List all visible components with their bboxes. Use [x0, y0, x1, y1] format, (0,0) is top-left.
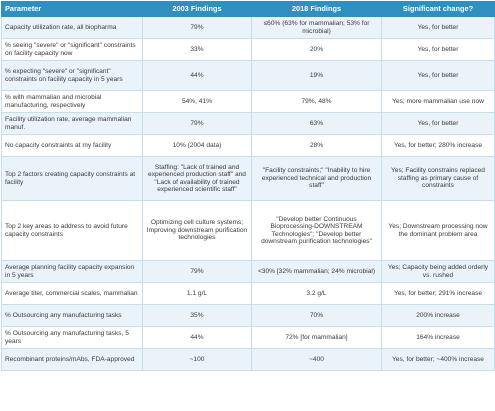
cell-change: Yes, for better: [381, 60, 495, 91]
header-parameter: Parameter: [1, 1, 143, 17]
cell-parameter: Capacity utilization rate, all biopharma: [1, 16, 143, 39]
cell-parameter: % seeing "severe" or "significant" const…: [1, 38, 143, 61]
table-row: Average titer, commercial scales, mammal…: [1, 282, 495, 305]
cell-parameter: Top 2 key areas to address to avoid futu…: [1, 200, 143, 261]
cell-2018: 28%: [251, 134, 382, 157]
cell-2003: 35%: [142, 304, 252, 327]
header-2018-findings: 2018 Findings: [251, 1, 382, 17]
cell-change: Yes, for better; 291% increase: [381, 282, 495, 305]
cell-2003: 54%, 41%: [142, 90, 252, 113]
table-row: % expecting "severe" or "significant" co…: [1, 60, 495, 91]
table-row: Facility utilization rate, average mamma…: [1, 112, 495, 135]
table-row: Capacity utilization rate, all biopharma…: [1, 16, 495, 39]
cell-parameter: % Outsourcing any manufacturing tasks, 5…: [1, 326, 143, 349]
cell-2003: 44%: [142, 326, 252, 349]
cell-parameter: % expecting "severe" or "significant" co…: [1, 60, 143, 91]
table-row: Recombinant proteins/mAbs, FDA-approved …: [1, 348, 495, 371]
cell-parameter: % with mammalian and microbial manufactu…: [1, 90, 143, 113]
cell-change: Yes; Capacity being added orderly vs. ru…: [381, 260, 495, 283]
cell-parameter: Top 2 factors creating capacity constrai…: [1, 156, 143, 201]
cell-2003: 33%: [142, 38, 252, 61]
cell-change: Yes, for better: [381, 38, 495, 61]
cell-2003: 79%: [142, 260, 252, 283]
header-row: Parameter 2003 Findings 2018 Findings Si…: [1, 1, 495, 17]
cell-2018: 72% [for mammalian]: [251, 326, 382, 349]
cell-2018: "Develop better Continuous Bioprocessing…: [251, 200, 382, 261]
cell-2018: 3.2 g/L: [251, 282, 382, 305]
cell-2018: 19%: [251, 60, 382, 91]
cell-change: Yes, for better: [381, 112, 495, 135]
cell-parameter: Average titer, commercial scales, mammal…: [1, 282, 143, 305]
cell-2003: 79%: [142, 112, 252, 135]
cell-change: Yes; Facility constrains replaced staffi…: [381, 156, 495, 201]
table-row: Average planning facility capacity expan…: [1, 260, 495, 283]
cell-2018: ≤60% (63% for mammalian; 53% for microbi…: [251, 16, 382, 39]
cell-parameter: No capacity constraints at my facility: [1, 134, 143, 157]
cell-2003: 44%: [142, 60, 252, 91]
cell-2018: "Facility constraints;" "Inability to hi…: [251, 156, 382, 201]
cell-change: Yes; Downstream processing now the domin…: [381, 200, 495, 261]
cell-parameter: Average planning facility capacity expan…: [1, 260, 143, 283]
cell-change: Yes, for better; ~400% increase: [381, 348, 495, 371]
cell-change: Yes, for better; 280% increase: [381, 134, 495, 157]
cell-2003: 10% (2004 data): [142, 134, 252, 157]
cell-2018: <30% [32% mammalian; 24% microbial): [251, 260, 382, 283]
cell-parameter: % Outsourcing any manufacturing tasks: [1, 304, 143, 327]
cell-2018: ~400: [251, 348, 382, 371]
findings-table: Parameter 2003 Findings 2018 Findings Si…: [1, 1, 495, 371]
table-header: Parameter 2003 Findings 2018 Findings Si…: [1, 1, 495, 17]
table-row: % Outsourcing any manufacturing tasks, 5…: [1, 326, 495, 349]
cell-2018: 79%, 48%: [251, 90, 382, 113]
cell-2003: 1.1 g/L: [142, 282, 252, 305]
table-row: % seeing "severe" or "significant" const…: [1, 38, 495, 61]
cell-change: 200% increase: [381, 304, 495, 327]
table-row: No capacity constraints at my facility 1…: [1, 134, 495, 157]
cell-2003: Optimizing cell culture systems; Improvi…: [142, 200, 252, 261]
cell-parameter: Facility utilization rate, average mamma…: [1, 112, 143, 135]
table-row: Top 2 key areas to address to avoid futu…: [1, 200, 495, 261]
table-row: % Outsourcing any manufacturing tasks 35…: [1, 304, 495, 327]
cell-2018: 20%: [251, 38, 382, 61]
table-body: Capacity utilization rate, all biopharma…: [1, 16, 495, 371]
cell-2003: 79%: [142, 16, 252, 39]
cell-parameter: Recombinant proteins/mAbs, FDA-approved: [1, 348, 143, 371]
header-significant-change: Significant change?: [381, 1, 495, 17]
cell-2003: Staffing: "Lack of trained and experienc…: [142, 156, 252, 201]
cell-2018: 70%: [251, 304, 382, 327]
cell-2003: ~100: [142, 348, 252, 371]
table-row: % with mammalian and microbial manufactu…: [1, 90, 495, 113]
cell-change: Yes, for better: [381, 16, 495, 39]
header-2003-findings: 2003 Findings: [142, 1, 252, 17]
cell-change: Yes; more mammalian use now: [381, 90, 495, 113]
cell-2018: 63%: [251, 112, 382, 135]
cell-change: 164% increase: [381, 326, 495, 349]
table-row: Top 2 factors creating capacity constrai…: [1, 156, 495, 201]
